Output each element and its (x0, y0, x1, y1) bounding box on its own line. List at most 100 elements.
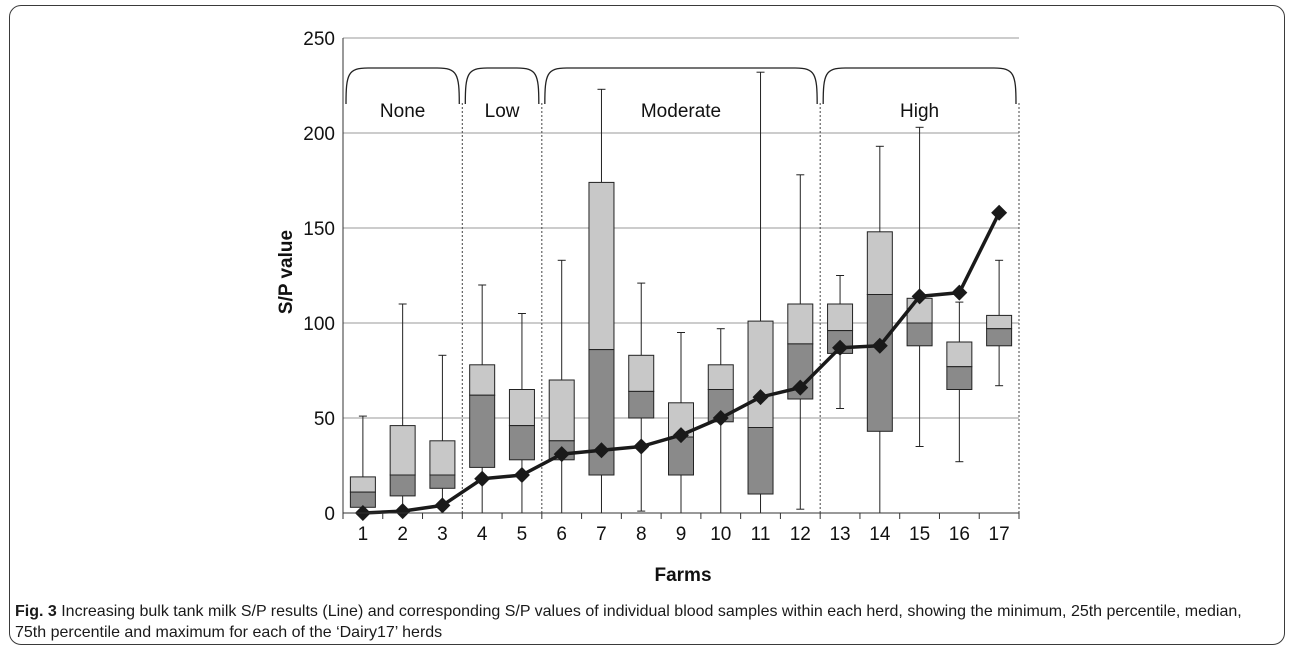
y-tick-label-150: 150 (303, 219, 335, 240)
box-farm-16 (946, 301, 973, 463)
box-lower (668, 436, 694, 476)
line-point-12 (792, 379, 809, 396)
box-upper (707, 364, 734, 390)
x-tick-label-5: 5 (517, 524, 528, 545)
x-tick-label-7: 7 (596, 524, 607, 545)
box-farm-12 (787, 174, 814, 510)
box-lower (508, 425, 535, 461)
x-tick-label-13: 13 (829, 524, 850, 545)
y-tick-label-0: 0 (324, 504, 335, 525)
line-series (354, 204, 1008, 521)
box-farm-8 (628, 282, 655, 512)
box-farm-3 (429, 354, 456, 514)
y-tick-label-50: 50 (314, 409, 335, 430)
line-point-8 (633, 438, 650, 455)
x-axis-title: Farms (654, 565, 711, 586)
x-tick-label-6: 6 (556, 524, 567, 545)
line-point-2 (394, 503, 411, 520)
box-farm-2 (389, 303, 416, 514)
x-tick-label-3: 3 (437, 524, 448, 545)
box-farm-6 (548, 259, 575, 514)
box-lower (429, 474, 456, 489)
group-label-high: High (900, 101, 939, 122)
box-farm-7 (588, 88, 615, 514)
bracket-none (345, 67, 460, 105)
y-tick-label-100: 100 (303, 314, 335, 335)
box-farm-15 (906, 126, 933, 447)
box-upper (548, 379, 575, 442)
line-point-16 (951, 284, 968, 301)
box-upper (866, 231, 893, 296)
box-lower (906, 322, 933, 347)
box-farm-5 (508, 313, 535, 514)
caption-label: Fig. 3 (15, 603, 57, 620)
x-tick-label-15: 15 (909, 524, 930, 545)
line-point-7 (593, 442, 610, 459)
line-point-14 (871, 337, 888, 354)
box-upper (986, 314, 1013, 330)
box-farm-17 (986, 259, 1013, 387)
grid-lines (343, 37, 1019, 419)
x-tick-label-8: 8 (636, 524, 647, 545)
box-lower (747, 427, 774, 495)
line-point-11 (752, 389, 769, 406)
box-lower (389, 474, 416, 497)
line-point-9 (673, 427, 689, 444)
box-farm-9 (668, 332, 694, 514)
x-tick-label-14: 14 (869, 524, 891, 545)
box-upper (747, 320, 774, 429)
box-upper (429, 440, 456, 476)
box-lower (946, 366, 973, 391)
x-tick-label-1: 1 (358, 524, 369, 545)
box-farm-11 (747, 71, 774, 514)
group-label-none: None (380, 101, 425, 122)
box-upper (588, 181, 615, 351)
x-tick-label-2: 2 (397, 524, 408, 545)
box-farm-4 (469, 284, 496, 514)
x-tick-label-4: 4 (477, 524, 488, 545)
caption-text: Increasing bulk tank milk S/P results (L… (15, 603, 1242, 641)
x-tick-label-11: 11 (751, 524, 771, 545)
group-label-moderate: Moderate (641, 101, 721, 122)
line-point-13 (832, 339, 849, 356)
box-lower (866, 294, 893, 432)
y-axis-title: S/P value (276, 230, 297, 314)
box-lower (628, 390, 655, 419)
figure-caption: Fig. 3 Increasing bulk tank milk S/P res… (15, 601, 1265, 643)
line-point-5 (513, 467, 530, 483)
line-point-3 (434, 497, 451, 514)
line-point-10 (712, 410, 729, 426)
box-upper (349, 476, 376, 493)
bracket-moderate (544, 67, 818, 105)
x-tick-label-12: 12 (790, 524, 811, 545)
box-upper (469, 364, 496, 396)
group-label-low: Low (485, 101, 520, 122)
line-point-17 (991, 204, 1008, 221)
box-upper (946, 341, 973, 368)
bracket-low (464, 67, 540, 105)
group-brackets: None Low Moderate High (345, 67, 1020, 513)
box-lower (986, 328, 1013, 347)
line-point-4 (474, 470, 491, 487)
y-tick-label-200: 200 (303, 124, 335, 145)
figure-frame (9, 5, 1285, 645)
line-point-6 (553, 446, 570, 463)
box-farm-14 (866, 145, 893, 514)
box-upper (389, 425, 416, 476)
box-upper (787, 303, 814, 345)
box-upper (628, 354, 655, 392)
y-tick-label-250: 250 (303, 29, 335, 50)
box-lower (469, 394, 496, 468)
x-tick-label-16: 16 (949, 524, 970, 545)
box-series (349, 71, 1013, 514)
x-tick-label-10: 10 (710, 524, 731, 545)
box-upper (508, 389, 535, 427)
x-tick-label-9: 9 (676, 524, 687, 545)
line-point-15 (911, 288, 928, 305)
box-farm-1 (349, 415, 376, 514)
box-upper (827, 303, 854, 332)
x-tick-label-17: 17 (989, 524, 1010, 545)
bracket-high (822, 67, 1017, 105)
